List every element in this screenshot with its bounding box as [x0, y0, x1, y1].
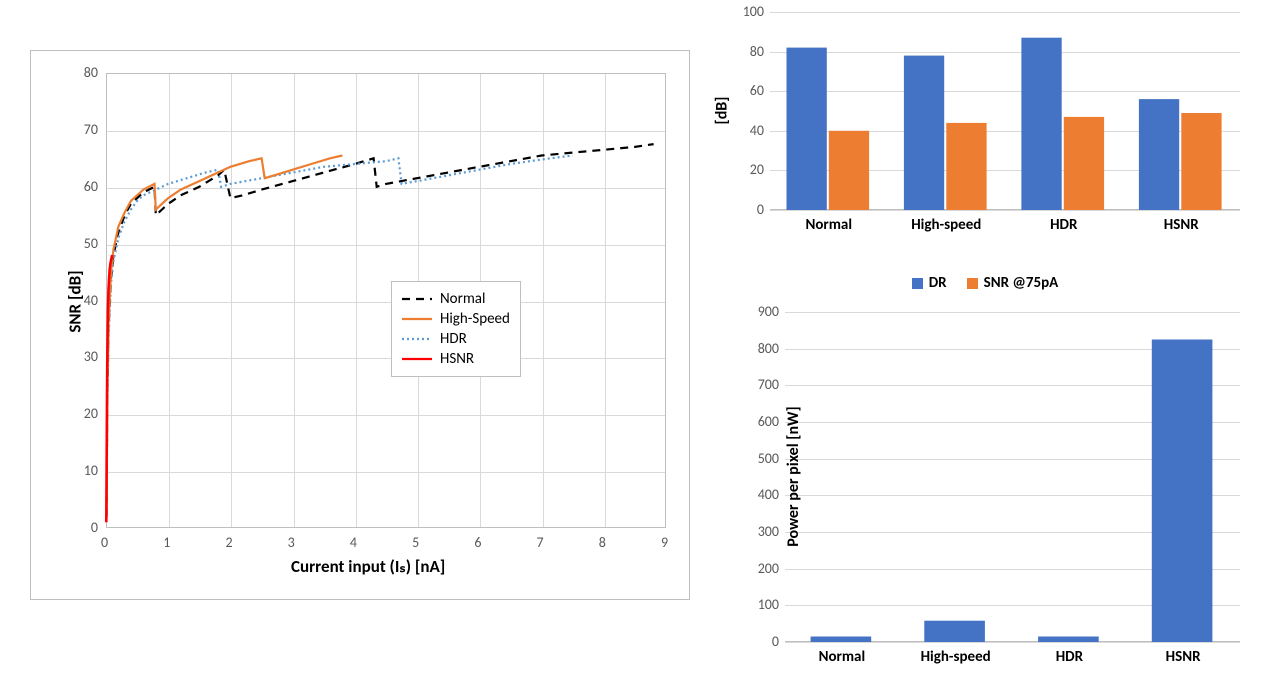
- bar: [904, 56, 944, 210]
- bar-top-y-axis-label: [dB]: [712, 97, 731, 125]
- bar: [787, 48, 827, 210]
- bar: [829, 131, 869, 210]
- bar: [946, 123, 986, 210]
- legend-label: HSNR: [440, 350, 474, 368]
- bar: [1139, 99, 1179, 210]
- snr-line-chart: SNR [dB] Current input (Iₛ) [nA] 0102030…: [30, 50, 690, 600]
- db-bar-chart: [dB] 020406080100NormalHigh-speedHDRHSNR: [700, 0, 1260, 270]
- category-label: HDR: [1005, 216, 1123, 234]
- category-label: High-speed: [888, 216, 1006, 234]
- series-normal: [107, 144, 654, 516]
- bar-bot-y-axis-label: Power per pixel [nW]: [784, 406, 803, 547]
- category-label: HSNR: [1126, 648, 1240, 666]
- category-label: HSNR: [1123, 216, 1241, 234]
- legend-label: Normal: [440, 290, 485, 308]
- category-label: Normal: [785, 648, 899, 666]
- bar: [1064, 117, 1104, 210]
- bar-top-legend: DR SNR @75pA: [700, 274, 1270, 292]
- power-bar-chart: Power per pixel [nW] 0100200300400500600…: [700, 300, 1260, 690]
- bar: [1181, 113, 1221, 210]
- legend-label: SNR @75pA: [984, 274, 1059, 292]
- legend-item: High-Speed: [402, 310, 510, 328]
- category-label: HDR: [1013, 648, 1127, 666]
- bar: [1038, 637, 1099, 643]
- bar: [1021, 38, 1061, 210]
- category-label: Normal: [770, 216, 888, 234]
- legend-label: High-Speed: [440, 310, 510, 328]
- legend-label: HDR: [440, 330, 467, 348]
- bar: [924, 621, 985, 642]
- legend-swatch: [912, 278, 923, 289]
- line-legend: Normal High-Speed HDR HSNR: [391, 281, 521, 377]
- bar: [811, 637, 872, 643]
- series-high-speed: [107, 156, 343, 517]
- legend-item: Normal: [402, 290, 510, 308]
- legend-swatch: [967, 278, 978, 289]
- line-x-axis-label: Current input (Iₛ) [nA]: [291, 556, 445, 577]
- category-label: High-speed: [899, 648, 1013, 666]
- bar: [1152, 340, 1213, 643]
- bar-top-svg: [700, 0, 1260, 212]
- line-series-svg: [31, 51, 691, 601]
- legend-label: DR: [929, 274, 947, 292]
- legend-item: HSNR: [402, 350, 510, 368]
- legend-item: DR: [912, 274, 947, 292]
- legend-item: SNR @75pA: [967, 274, 1059, 292]
- legend-item: HDR: [402, 330, 510, 348]
